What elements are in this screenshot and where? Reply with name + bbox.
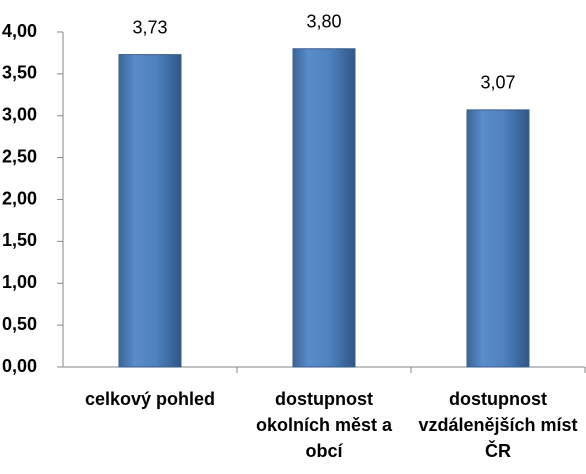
bar: [292, 48, 356, 368]
x-tick-label: dostupnost okolních měst a obcí: [255, 389, 393, 461]
y-tick-label: 4,00: [2, 21, 37, 41]
value-label: 3,80: [306, 12, 341, 32]
bar: [466, 109, 530, 368]
y-tick-label: 2,00: [2, 188, 37, 208]
y-tick-label: 0,50: [2, 314, 37, 334]
y-tick-label: 3,00: [2, 105, 37, 125]
y-tick-label: 3,50: [2, 63, 37, 83]
y-tick-label: 1,00: [2, 272, 37, 292]
y-tick-label: 2,50: [2, 146, 37, 166]
value-label: 3,07: [480, 73, 515, 93]
bar: [118, 54, 182, 368]
x-tick-label: celkový pohled: [84, 389, 216, 409]
y-tick-label: 1,50: [2, 230, 37, 250]
value-label: 3,73: [132, 17, 167, 37]
x-tick-label: dostupnost vzdálenějších míst ČR: [418, 389, 578, 461]
y-tick-label: 0,00: [2, 356, 37, 376]
